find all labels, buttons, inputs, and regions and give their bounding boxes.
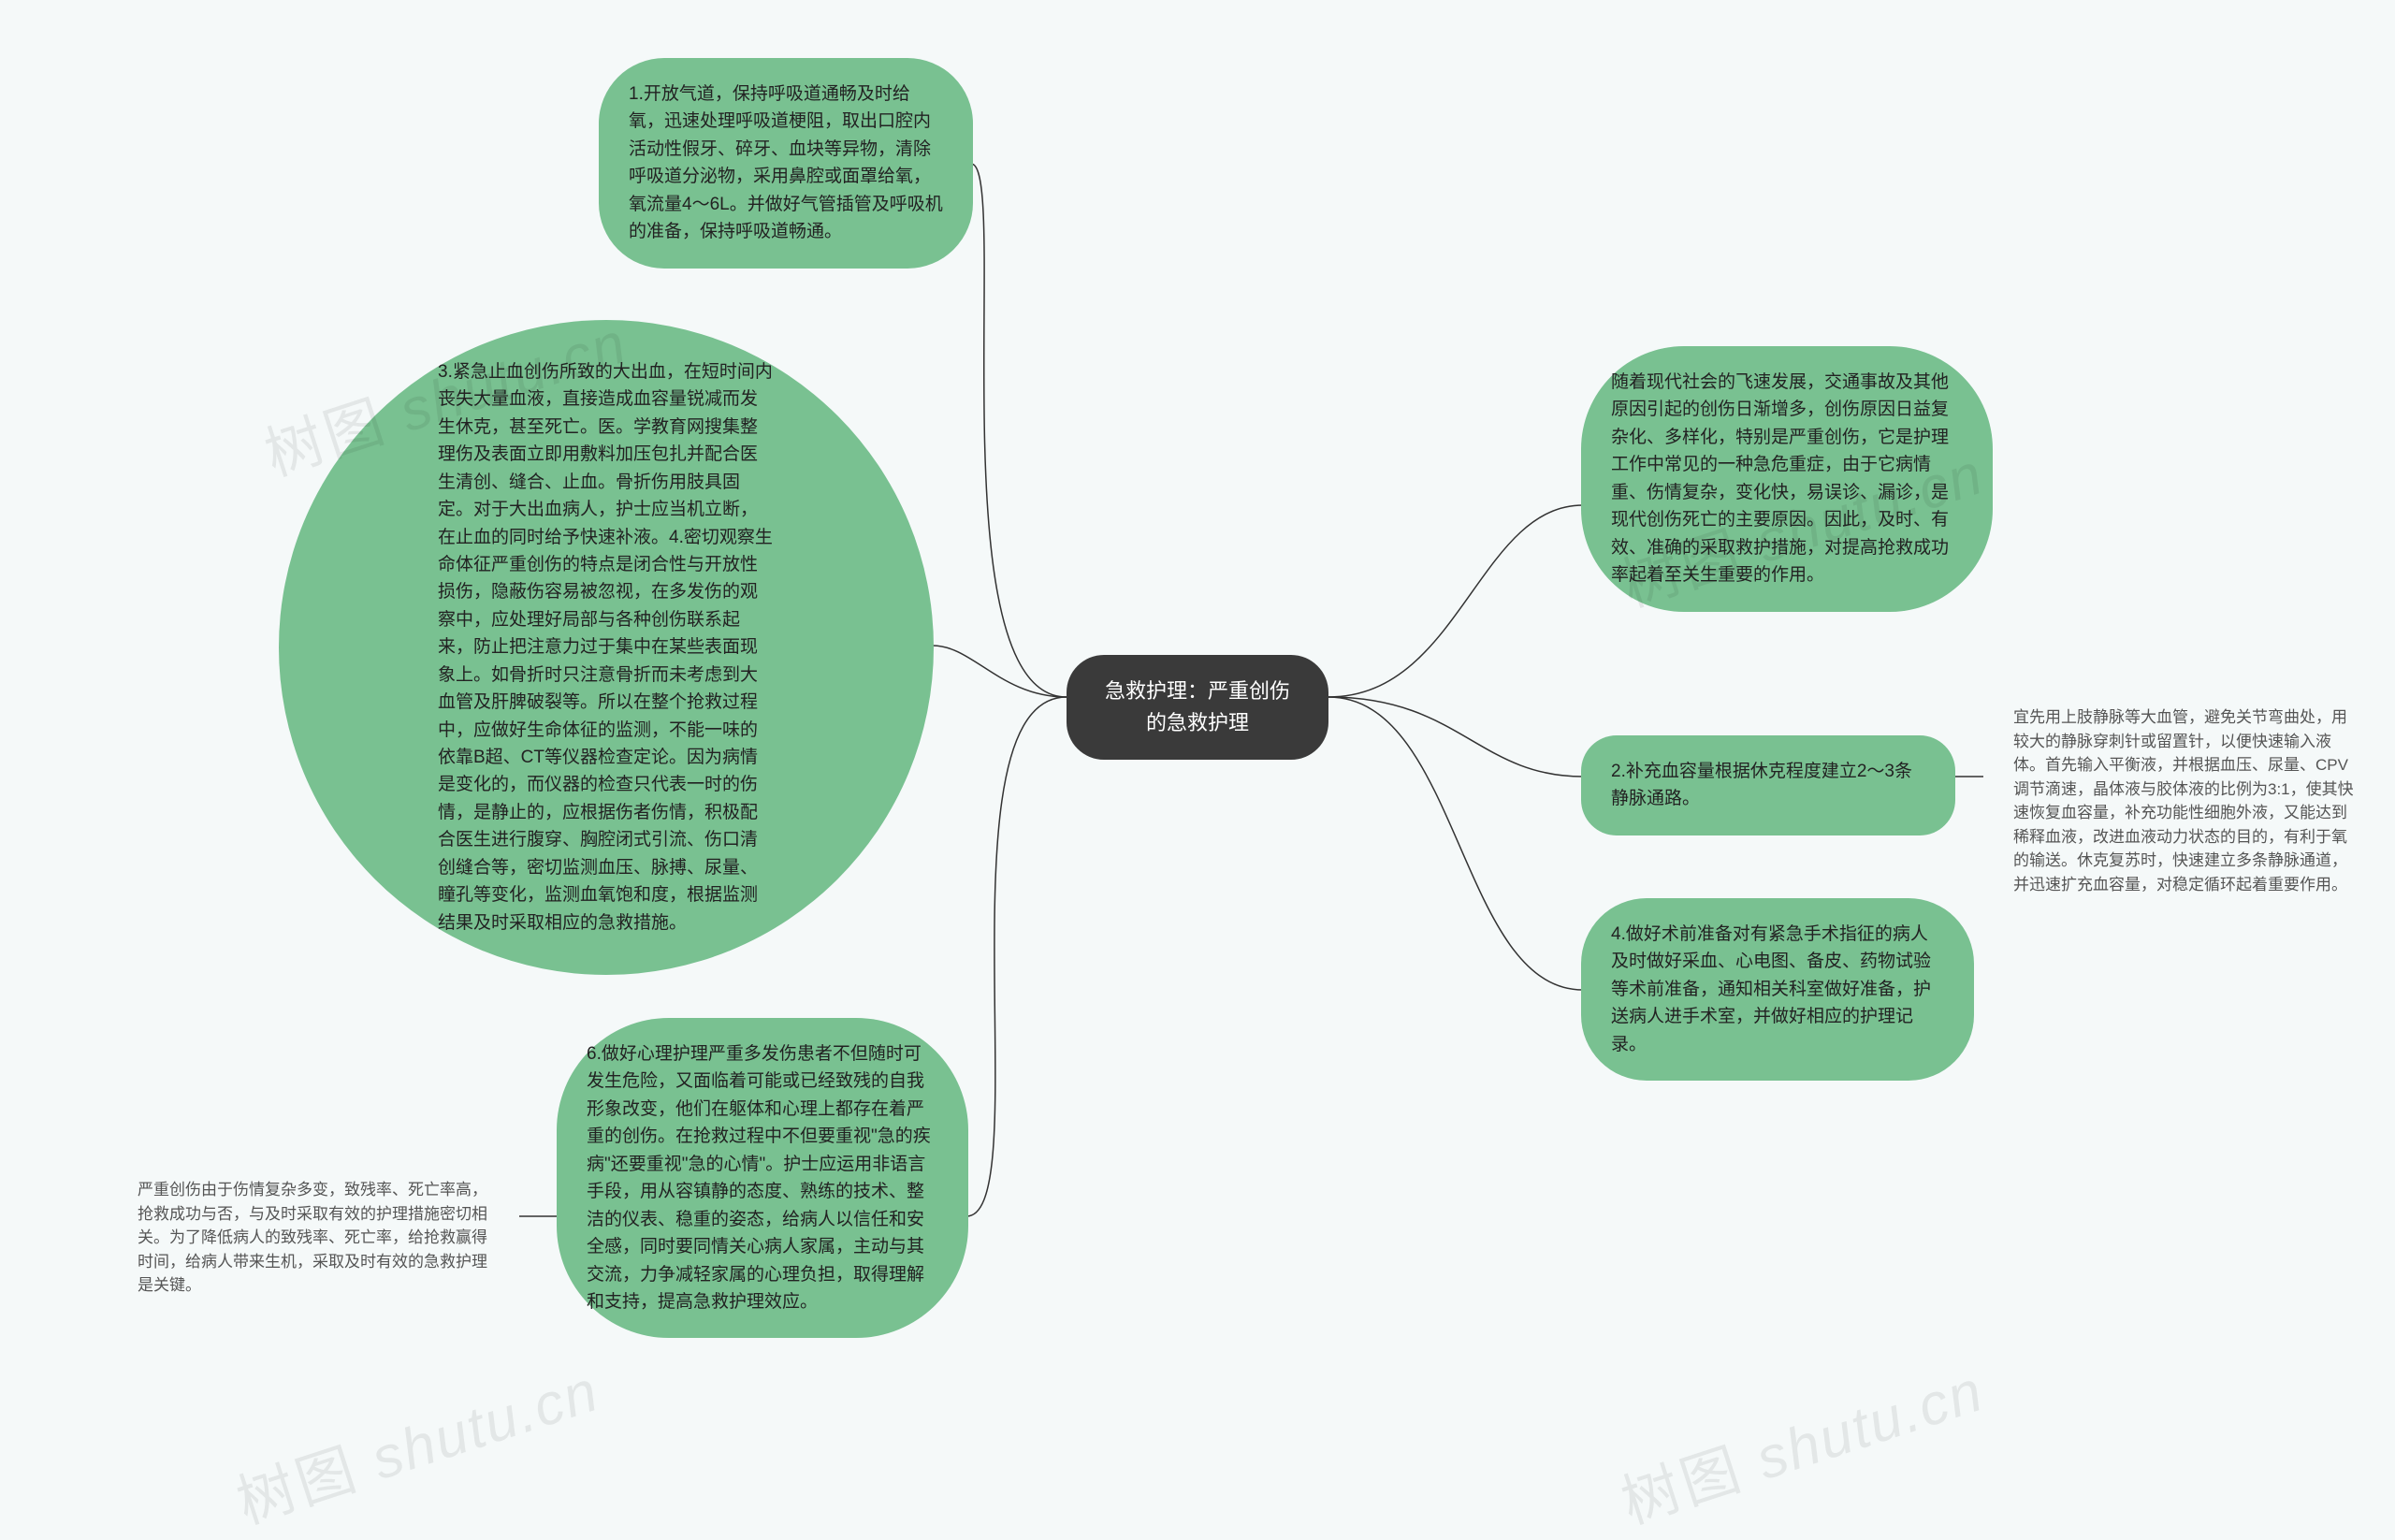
connector [1328, 505, 1583, 697]
connector [971, 164, 1067, 697]
connector [1328, 697, 1583, 777]
branch-r4: 4.做好术前准备对有紧急手术指征的病人及时做好采血、心电图、备皮、药物试验等术前… [1581, 898, 1974, 1081]
branch-r0: 随着现代社会的飞速发展，交通事故及其他原因引起的创伤日渐增多，创伤原因日益复杂化… [1581, 346, 1993, 612]
watermark: 树图 shutu.cn [225, 1344, 608, 1540]
leaf-r2: 宜先用上肢静脉等大血管，避免关节弯曲处，用较大的静脉穿刺针或留置针，以便快速输入… [1983, 683, 2386, 919]
center-node: 急救护理：严重创伤的急救护理 [1067, 655, 1328, 760]
watermark: 树图 shutu.cn [1609, 1344, 1993, 1540]
branch-l3: 3.紧急止血创伤所致的大出血，在短时间内丧失大量血液，直接造成血容量锐减而发生休… [279, 320, 934, 975]
branch-l6: 6.做好心理护理严重多发伤患者不但随时可发生危险，又面临着可能或已经致残的自我形… [557, 1018, 968, 1338]
connector [1328, 697, 1583, 990]
branch-l1: 1.开放气道，保持呼吸道通畅及时给氧，迅速处理呼吸道梗阻，取出口腔内活动性假牙、… [599, 58, 973, 269]
connector [966, 697, 1067, 1216]
connector [933, 646, 1067, 697]
branch-r2: 2.补充血容量根据休克程度建立2～3条静脉通路。 [1581, 735, 1955, 835]
leaf-l6: 严重创伤由于伤情复杂多变，致残率、死亡率高，抢救成功与否，与及时采取有效的护理措… [108, 1155, 519, 1320]
